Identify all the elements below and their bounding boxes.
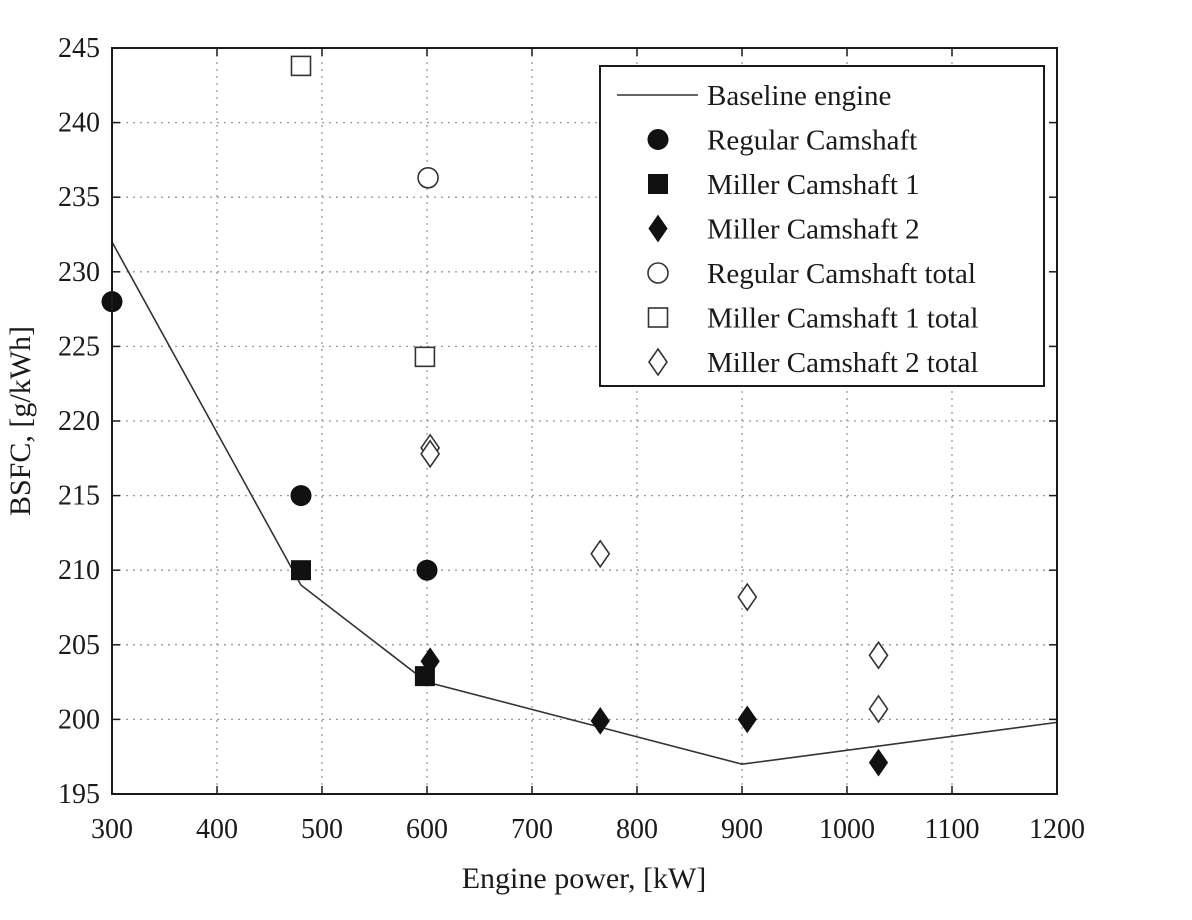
y-tick-label: 215 xyxy=(58,481,100,512)
legend-items: Baseline engine Regular Camshaft Miller Ca… xyxy=(617,80,978,379)
grid-layer xyxy=(112,48,1057,794)
y-axis-label: BSFC, [g/kWh] xyxy=(4,326,37,516)
y-tick-label: 235 xyxy=(58,182,100,213)
legend-label-regular-camshaft: Regular Camshaft xyxy=(707,125,917,157)
x-tick-label: 700 xyxy=(511,814,553,845)
series-layer xyxy=(101,55,1058,777)
miller-camshaft-2-total-point xyxy=(737,582,758,612)
miller-camshaft-2-total-point xyxy=(868,694,889,724)
tick-layer: 300 400 500 600 700 800 900 1000 1100 1200 195 200 2… xyxy=(58,33,1085,845)
y-tick-label: 240 xyxy=(58,108,100,139)
legend: Baseline engine Regular Camshaft Miller Ca… xyxy=(599,65,1045,387)
miller-camshaft-1-point xyxy=(291,560,311,581)
legend-label-miller-camshaft-2-total: Miller Camshaft 2 total xyxy=(707,347,978,379)
miller-camshaft-2-total-point xyxy=(590,539,611,569)
legend-box xyxy=(599,65,1045,387)
x-tick-label: 1200 xyxy=(1029,814,1085,845)
x-tick-label: 300 xyxy=(91,814,133,845)
miller-camshaft-2-point xyxy=(868,748,889,777)
x-tick-label: 400 xyxy=(196,814,238,845)
regular-camshaft-point xyxy=(416,559,438,581)
y-tick-label: 225 xyxy=(58,331,100,362)
y-tick-label: 195 xyxy=(58,779,100,810)
legend-swatch-miller-camshaft-1 xyxy=(648,174,668,194)
x-tick-label: 600 xyxy=(406,814,448,845)
x-tick-label: 800 xyxy=(616,814,658,845)
x-axis-label: Engine power, [kW] xyxy=(462,862,707,895)
miller-camshaft-2-point xyxy=(737,705,757,734)
miller-camshaft-1-total-point xyxy=(290,55,312,77)
legend-label-regular-camshaft-total: Regular Camshaft total xyxy=(707,258,976,290)
y-tick-label: 210 xyxy=(58,555,100,586)
x-tick-label: 900 xyxy=(721,814,763,845)
legend-swatch-miller-camshaft-2 xyxy=(648,214,668,243)
x-tick-label: 1100 xyxy=(925,814,980,845)
miller-camshaft-2-total-point xyxy=(868,640,889,670)
legend-label-miller-camshaft-2: Miller Camshaft 2 xyxy=(707,214,920,246)
regular-camshaft-total-point xyxy=(417,167,439,189)
x-tick-label: 1000 xyxy=(819,814,875,845)
miller-camshaft-2-total-point xyxy=(420,439,441,469)
legend-swatch-regular-camshaft-total xyxy=(647,262,669,284)
y-tick-label: 245 xyxy=(58,33,100,64)
y-tick-label: 200 xyxy=(58,704,100,735)
y-tick-label: 230 xyxy=(58,257,100,288)
miller-camshaft-2-point xyxy=(590,707,610,735)
regular-camshaft-point xyxy=(290,485,312,507)
legend-label-miller-camshaft-1-total: Miller Camshaft 1 total xyxy=(707,303,978,335)
legend-label-baseline-engine: Baseline engine xyxy=(707,80,891,112)
legend-swatch-miller-camshaft-2-total xyxy=(648,347,668,377)
y-tick-label: 220 xyxy=(58,406,100,437)
miller-camshaft-1-total-point xyxy=(414,346,436,368)
legend-label-miller-camshaft-1: Miller Camshaft 1 xyxy=(707,169,920,201)
y-tick-label: 205 xyxy=(58,630,100,661)
legend-swatch-miller-camshaft-1-total xyxy=(647,307,669,328)
x-tick-label: 500 xyxy=(301,814,343,845)
miller-camshaft-2-point xyxy=(420,647,440,676)
legend-swatch-regular-camshaft xyxy=(647,129,669,150)
